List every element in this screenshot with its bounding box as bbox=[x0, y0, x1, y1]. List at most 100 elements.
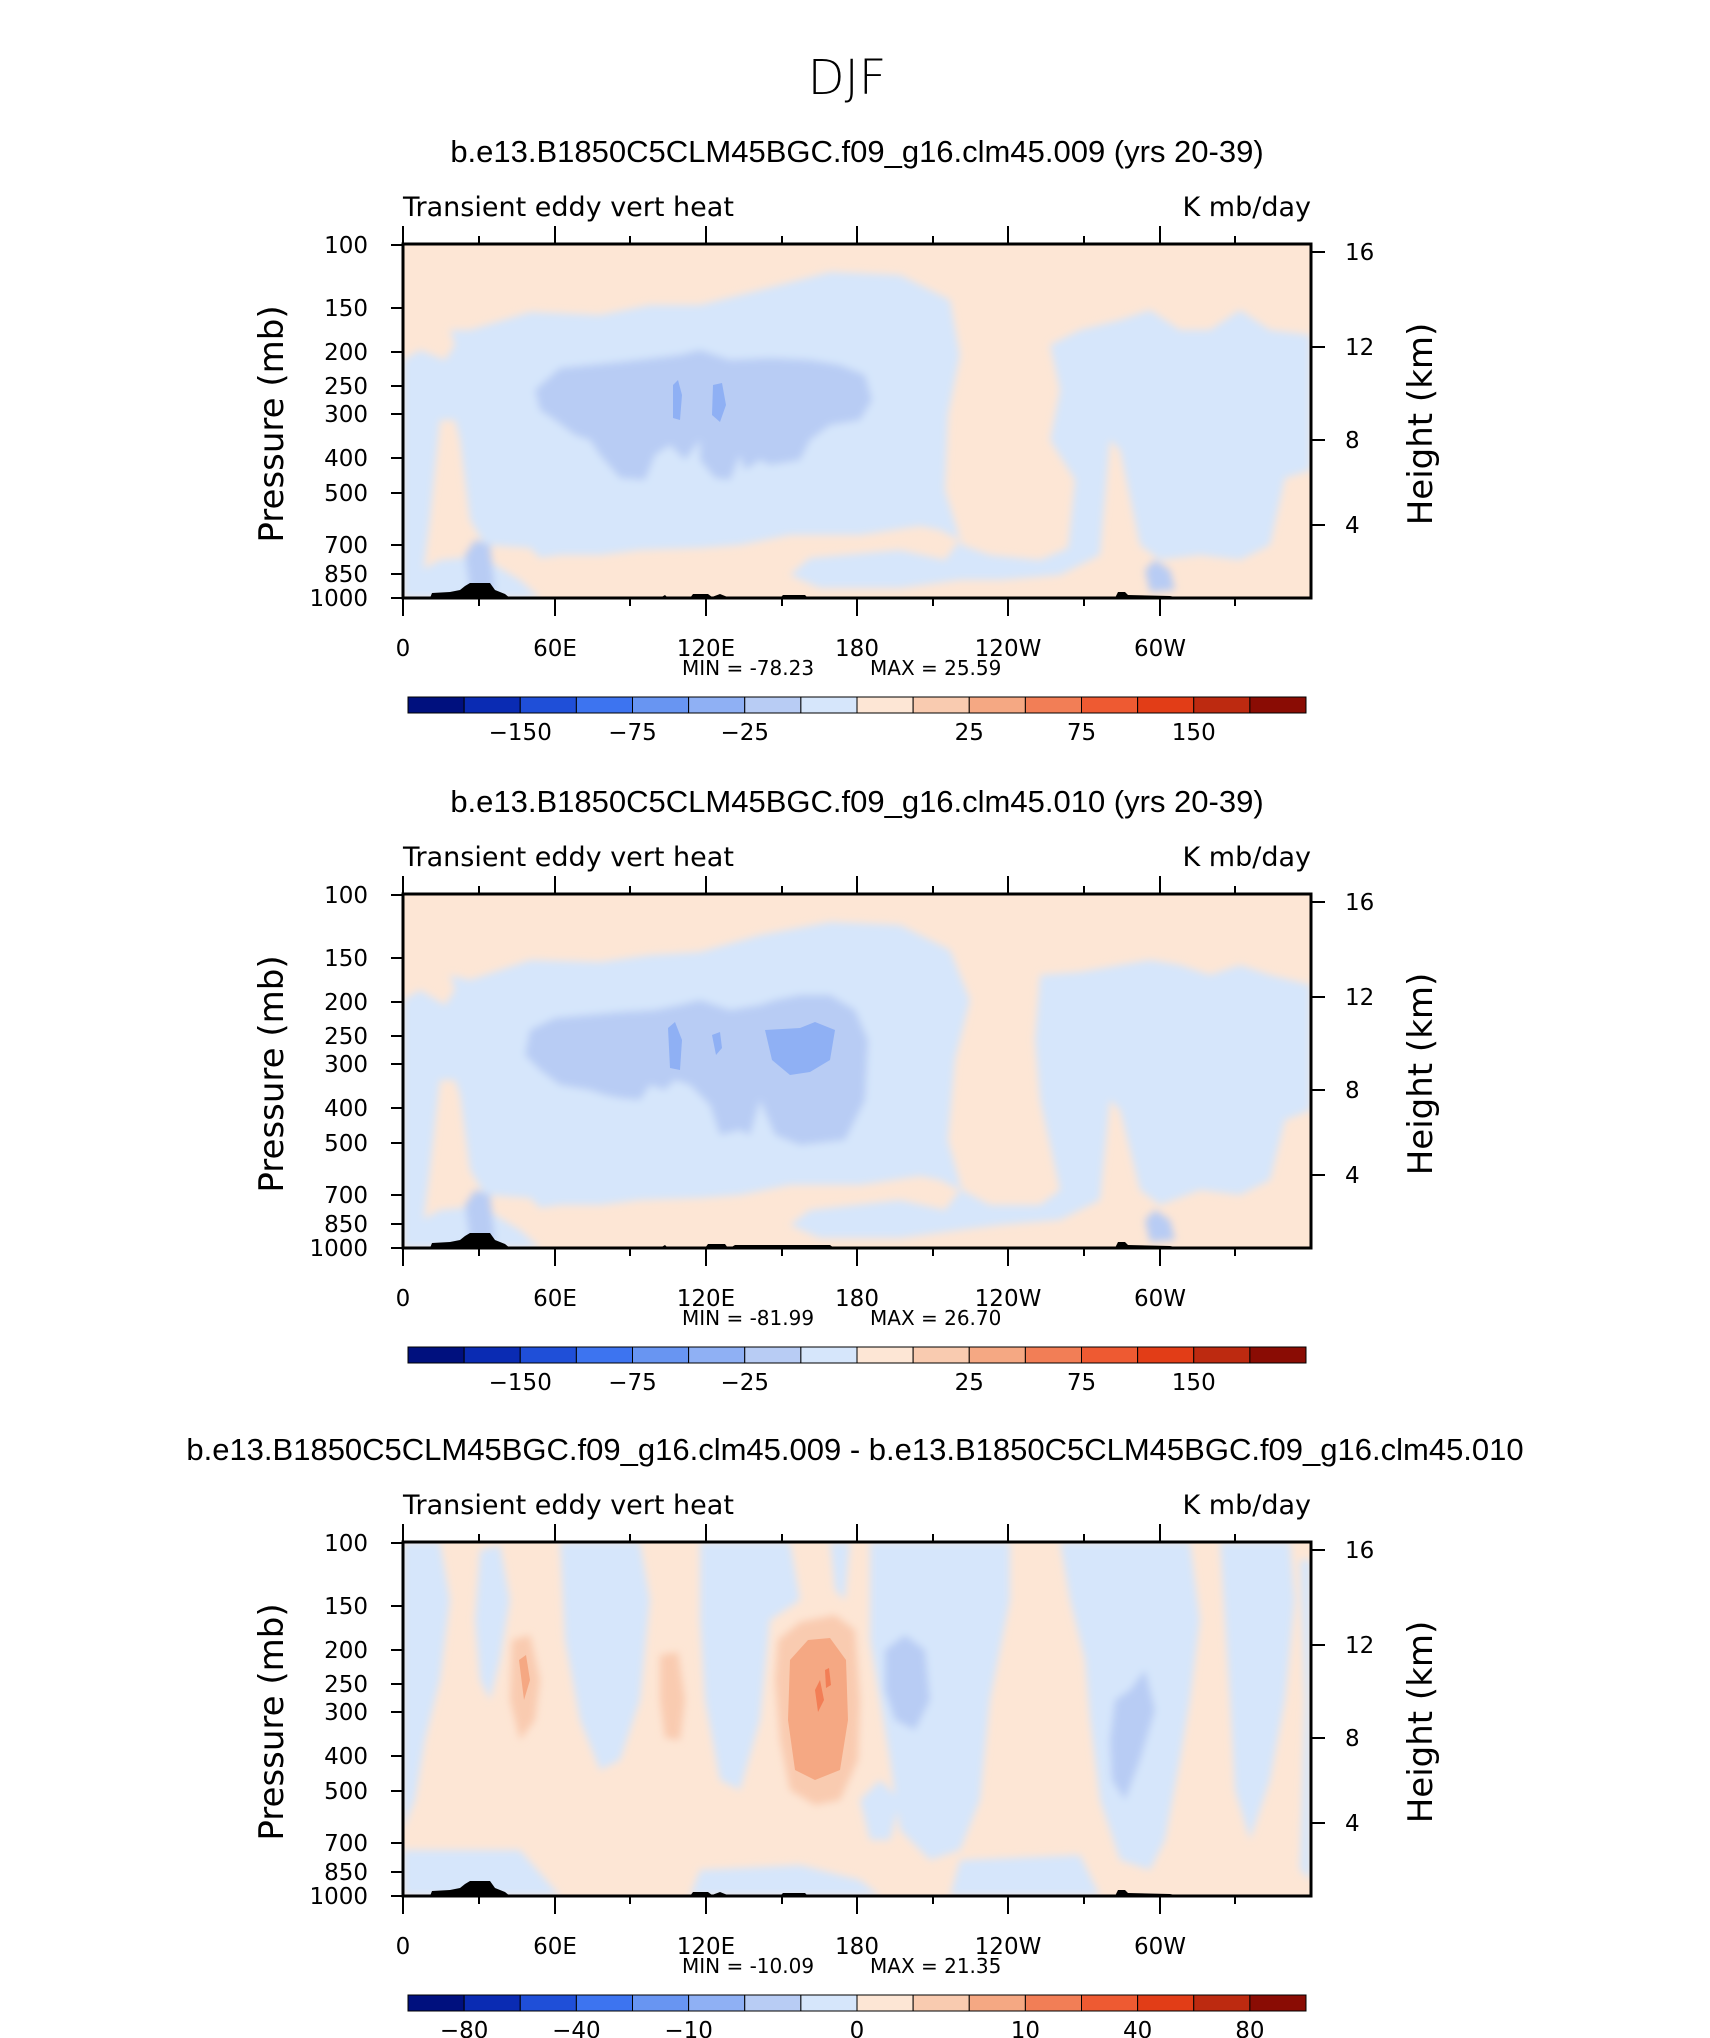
negative-region bbox=[403, 1850, 560, 1896]
negative-region bbox=[1145, 560, 1175, 592]
x-tick-label: 180 bbox=[835, 636, 879, 662]
negative-region bbox=[950, 1855, 1100, 1896]
y-tick-label: 150 bbox=[324, 296, 368, 322]
colorbar-swatch bbox=[1137, 1994, 1195, 2012]
y-tick-label: 700 bbox=[324, 1831, 368, 1857]
y-tick-label: 250 bbox=[324, 1024, 368, 1050]
negative-region bbox=[712, 383, 726, 422]
colorbar-label: 150 bbox=[1172, 1370, 1216, 1396]
y-tick-label: 500 bbox=[324, 1131, 368, 1157]
colorbar-swatch bbox=[1137, 1346, 1195, 1364]
y-tick-label: 850 bbox=[324, 562, 368, 588]
right-tick-labels: 16 12 8 4 bbox=[1345, 240, 1374, 539]
min-label: MIN = -78.23 bbox=[682, 656, 814, 680]
colorbar-label: 25 bbox=[955, 1370, 984, 1396]
y-tick-labels: 100 150 200 250 300 400 500 700 850 1000 bbox=[309, 233, 368, 612]
height-tick-label: 16 bbox=[1345, 890, 1374, 916]
x-tick-label: 120E bbox=[677, 1286, 735, 1312]
negative-region bbox=[830, 1542, 850, 1600]
left-string: Transient eddy vert heat bbox=[402, 842, 734, 873]
colorbar-label: −25 bbox=[720, 720, 769, 746]
tick-marks bbox=[391, 876, 1325, 1266]
colorbar-swatch bbox=[1024, 1346, 1082, 1364]
colorbar-label: 10 bbox=[1011, 2018, 1040, 2038]
colorbar-label: 25 bbox=[955, 720, 984, 746]
colorbar-swatch bbox=[744, 1346, 802, 1364]
colorbar: −150 −75 −25 25 75 150 bbox=[407, 696, 1307, 746]
y-tick-label: 700 bbox=[324, 533, 368, 559]
y-tick-label: 400 bbox=[324, 1096, 368, 1122]
x-tick-label: 0 bbox=[396, 636, 411, 662]
y-tick-label: 850 bbox=[324, 1860, 368, 1886]
colorbar-swatch bbox=[575, 1346, 633, 1364]
negative-region bbox=[560, 1542, 650, 1770]
y-tick-label: 300 bbox=[324, 1700, 368, 1726]
negative-region bbox=[465, 1190, 495, 1240]
panel-1: b.e13.B1850C5CLM45BGC.f09_g16.clm45.010 … bbox=[252, 784, 1441, 1396]
x-tick-label: 60E bbox=[533, 1934, 577, 1960]
colorbar-swatch bbox=[1081, 1346, 1139, 1364]
colorbar-swatch bbox=[1024, 1994, 1082, 2012]
x-tick-label: 60E bbox=[533, 636, 577, 662]
colorbar-swatch bbox=[463, 696, 521, 714]
contour-field bbox=[403, 244, 1311, 598]
colorbar-swatch bbox=[968, 1346, 1026, 1364]
height-tick-label: 8 bbox=[1345, 1078, 1360, 1104]
height-tick-label: 8 bbox=[1345, 1726, 1360, 1752]
max-label: MAX = 25.59 bbox=[870, 656, 1001, 680]
x-tick-label: 120W bbox=[975, 1286, 1042, 1312]
y-tick-label: 500 bbox=[324, 481, 368, 507]
colorbar-label: −150 bbox=[489, 1370, 552, 1396]
positive-region bbox=[815, 1680, 824, 1712]
max-label: MAX = 26.70 bbox=[870, 1306, 1001, 1330]
colorbar-swatch bbox=[688, 1346, 746, 1364]
x-tick-labels: 0 60E 120E 180 120W 60W bbox=[396, 1286, 1186, 1312]
x-tick-label: 60W bbox=[1134, 1286, 1186, 1312]
colorbar-label: −75 bbox=[608, 1370, 657, 1396]
right-tick-labels: 16 12 8 4 bbox=[1345, 890, 1374, 1189]
colorbar-label: −40 bbox=[552, 2018, 601, 2038]
y-tick-label: 400 bbox=[324, 446, 368, 472]
y-tick-labels: 100 150 200 250 300 400 500 700 850 1000 bbox=[309, 883, 368, 1262]
colorbar-swatch bbox=[968, 1994, 1026, 2012]
y-tick-label: 200 bbox=[324, 340, 368, 366]
y-tick-label: 150 bbox=[324, 1594, 368, 1620]
y-tick-label: 300 bbox=[324, 402, 368, 428]
colorbar-swatch bbox=[856, 1346, 914, 1364]
height-tick-label: 4 bbox=[1345, 1163, 1360, 1189]
colorbar-swatch bbox=[800, 696, 858, 714]
left-string: Transient eddy vert heat bbox=[402, 1490, 734, 1521]
colorbar-swatch bbox=[912, 1346, 970, 1364]
x-tick-label: 60W bbox=[1134, 1934, 1186, 1960]
colorbar-swatch bbox=[407, 1994, 465, 2012]
colorbar-swatch bbox=[1024, 696, 1082, 714]
positive-region bbox=[825, 1668, 831, 1688]
min-label: MIN = -81.99 bbox=[682, 1306, 814, 1330]
negative-region bbox=[765, 1022, 835, 1075]
negative-region bbox=[885, 1635, 930, 1730]
negative-region bbox=[712, 1032, 722, 1055]
panel-2: b.e13.B1850C5CLM45BGC.f09_g16.clm45.009 … bbox=[186, 1432, 1523, 2038]
colorbar-swatch bbox=[632, 1994, 690, 2012]
right-string: K mb/day bbox=[1183, 192, 1312, 223]
colorbar-label: 0 bbox=[850, 2018, 865, 2038]
colorbar-swatch bbox=[688, 696, 746, 714]
colorbar-swatch bbox=[912, 696, 970, 714]
x-tick-label: 120W bbox=[975, 636, 1042, 662]
colorbar-label: −25 bbox=[720, 1370, 769, 1396]
colorbar: −150 −75 −25 25 75 150 bbox=[407, 1346, 1307, 1396]
right-string: K mb/day bbox=[1183, 842, 1312, 873]
y-tick-label: 1000 bbox=[309, 1236, 368, 1262]
tick-marks bbox=[391, 226, 1325, 616]
colorbar-label: −80 bbox=[440, 2018, 489, 2038]
y-tick-label: 1000 bbox=[309, 1884, 368, 1910]
y-tick-labels: 100 150 200 250 300 400 500 700 850 1000 bbox=[309, 1531, 368, 1910]
colorbar-swatch bbox=[912, 1994, 970, 2012]
contour-field bbox=[403, 1542, 1311, 1896]
negative-region bbox=[673, 380, 682, 420]
tick-marks bbox=[391, 1524, 1325, 1914]
colorbar-swatch bbox=[1137, 696, 1195, 714]
x-tick-label: 120E bbox=[677, 1934, 735, 1960]
left-string: Transient eddy vert heat bbox=[402, 192, 734, 223]
